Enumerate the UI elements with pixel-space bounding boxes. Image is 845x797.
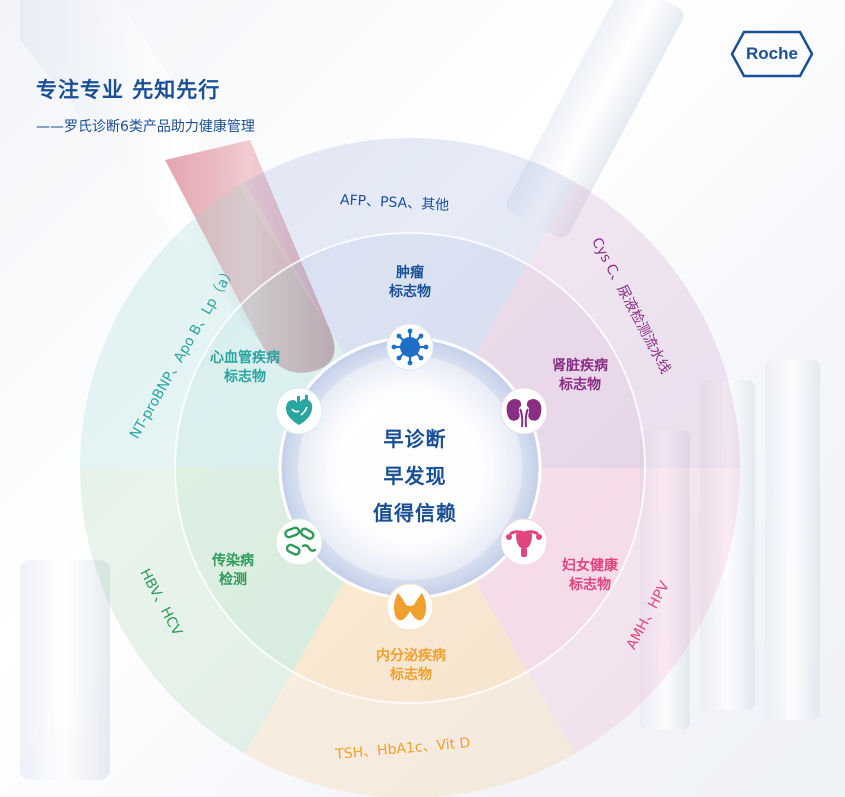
outer-sector-cardio [80, 182, 293, 469]
kidney-icon [500, 387, 548, 435]
thyroid-icon [386, 583, 434, 631]
roche-logo: Roche [730, 30, 814, 78]
outer-sector-tumor [245, 138, 575, 265]
center-line-2: 早发现 [383, 464, 447, 488]
center-line-3: 值得信赖 [373, 501, 457, 525]
middle-ring [174, 232, 646, 704]
category-women-health: 妇女健康 标志物 [562, 558, 618, 593]
test-tube-image [20, 0, 335, 373]
category-cardiovascular: 心血管疾病 标志物 [210, 350, 280, 385]
outer-sector-infectious [80, 468, 293, 754]
middle-sector-endocrine [292, 580, 528, 703]
page-subtitle: ——罗氏诊断6类产品助力健康管理 [36, 119, 255, 135]
middle-sector-infectious [175, 468, 345, 672]
ring-divider [174, 232, 646, 704]
middle-sector-women [475, 468, 645, 672]
outer-ring [80, 138, 740, 797]
virus-icon [386, 323, 434, 371]
page-title: 专注专业 先知先行 [36, 78, 221, 102]
heart-icon [275, 387, 323, 435]
category-endocrine: 内分泌疾病 标志物 [376, 648, 446, 683]
outer-sector-kidney [527, 182, 740, 469]
outer-sector-women [527, 468, 740, 754]
center-line-1: 早诊断 [383, 427, 447, 451]
category-tumor: 肿瘤 标志物 [389, 265, 431, 300]
middle-sector-tumor [292, 233, 528, 356]
bacteria-icon [275, 518, 323, 566]
category-kidney: 肾脏疾病 标志物 [552, 358, 608, 393]
middle-sector-cardio [175, 264, 345, 468]
outer-sector-endocrine [245, 671, 575, 797]
middle-sector-kidney [475, 264, 645, 468]
category-infectious: 传染病 检测 [212, 553, 254, 588]
uterus-icon [500, 518, 548, 566]
